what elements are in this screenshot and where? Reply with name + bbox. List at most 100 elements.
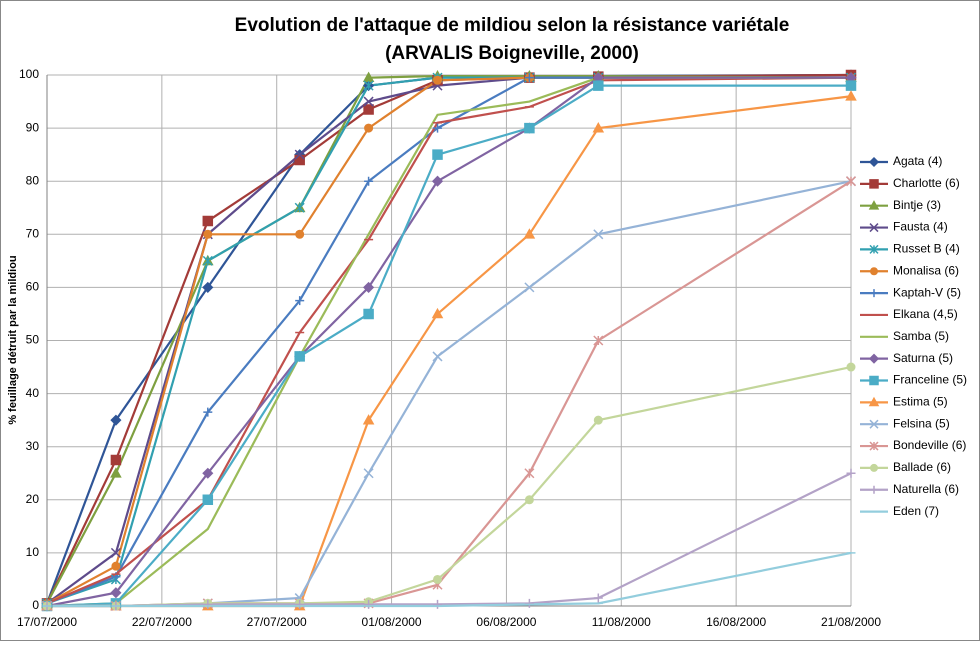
marker [295,229,305,239]
x-tick-label: 22/07/2000 [132,615,192,629]
marker [593,415,603,425]
marker [294,351,305,362]
marker [524,73,534,83]
marker [363,281,375,293]
marker [431,175,444,187]
marker [846,468,856,478]
marker [845,80,857,91]
series-line [46,76,851,608]
y-axis-label: % feuillage détruit par la mildiou [7,255,19,424]
marker [593,80,604,91]
marker [202,467,214,479]
legend-label: Saturna (5) [893,351,953,365]
marker [364,123,374,133]
marker [203,407,213,417]
legend-label: Estima (5) [893,395,948,409]
legend-marker [868,353,880,364]
marker [294,149,305,160]
marker [593,335,604,346]
legend-label: Naturella (6) [893,482,959,496]
y-tick-label: 70 [26,226,40,240]
marker [202,281,214,293]
y-tick-label: 50 [26,333,40,347]
x-tick-label: 16/08/2000 [706,615,766,629]
legend-marker [868,156,880,168]
marker [845,176,857,187]
marker [431,307,444,319]
marker [202,255,213,266]
y-tick-label: 100 [19,67,39,81]
x-tick-label: 06/08/2000 [476,615,536,629]
y-tick-label: 90 [26,120,40,134]
legend-marker [869,441,879,451]
marker [111,561,121,571]
marker [203,229,213,239]
marker [362,414,375,425]
legend-marker [870,267,878,276]
x-tick-label: 01/08/2000 [362,615,422,629]
y-tick-label: 10 [26,545,40,559]
legend-label: Elkana (4,5) [893,307,958,321]
marker [364,599,374,609]
marker [110,454,122,466]
chart-subtitle: (ARVALIS Boigneville, 2000) [385,43,639,64]
marker [363,80,374,91]
marker [363,104,374,115]
marker [432,149,443,160]
marker [524,468,535,479]
legend-marker [869,223,879,233]
legend-label: Russet B (4) [893,242,960,256]
marker [433,123,443,133]
marker [294,202,305,213]
legend-label: Monalisa (6) [893,263,959,277]
y-tick-label: 0 [32,598,39,612]
legend-marker [868,396,880,407]
marker [363,308,374,320]
marker [433,574,443,584]
legend-label: Ballade (6) [893,460,951,474]
legend-marker [869,419,879,429]
legend-marker [870,485,878,494]
chart-title: Evolution de l'attaque de mildiou selon … [235,15,790,36]
y-tick-label: 30 [26,439,40,453]
legend-marker [869,179,879,189]
marker [523,228,536,239]
marker [202,494,214,506]
marker [845,90,857,101]
legend-marker [870,289,878,298]
marker [363,96,374,107]
marker [364,176,374,186]
legend-marker [869,375,879,386]
legend-label: Fausta (4) [893,220,948,234]
legend-marker [870,463,878,472]
x-tick-label: 17/07/2000 [17,615,77,629]
legend-label: Charlotte (6) [893,176,960,190]
y-tick-label: 20 [26,492,40,506]
x-tick-label: 27/07/2000 [247,615,307,629]
marker [524,598,534,608]
marker [202,215,214,227]
marker [432,351,443,362]
marker [593,229,604,240]
legend-label: Samba (5) [893,329,949,343]
marker [433,75,443,85]
legend-marker [869,244,879,254]
legend-label: Bintje (3) [893,198,941,212]
marker [363,468,374,479]
marker [110,414,122,426]
x-tick-label: 21/08/2000 [821,615,881,629]
legend-marker [868,200,880,210]
marker [110,467,122,478]
marker [524,282,535,293]
legend-label: Eden (7) [893,504,939,518]
y-tick-label: 40 [26,386,40,400]
y-tick-label: 80 [26,173,40,187]
marker [593,593,603,603]
marker [203,599,213,609]
marker [846,362,856,372]
x-tick-label: 11/08/2000 [592,615,651,629]
legend-label: Felsina (5) [893,416,950,430]
legend-label: Bondeville (6) [893,438,966,452]
